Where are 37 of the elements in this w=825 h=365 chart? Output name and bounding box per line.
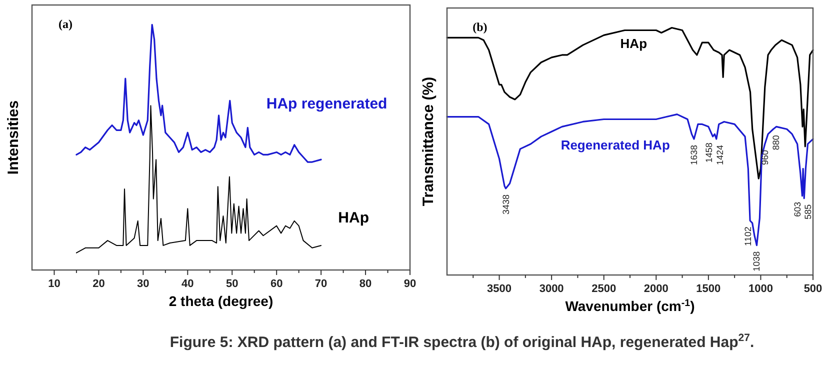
annotation: 603 [792,202,803,217]
annotation: (b) [472,20,488,34]
x-tick-label: 50 [226,278,238,290]
x-tick-label: 10 [48,278,60,290]
x-tick-label: 2000 [644,283,668,295]
annotation: (a) [58,17,72,31]
x-tick-label: 500 [804,283,822,295]
x-tick-label: 80 [359,278,372,290]
series-label: HAp [620,36,648,52]
x-tick-label: 40 [182,278,194,290]
x-tick-label: 3500 [487,283,512,295]
x-axis-title: Wavenumber (cm$^{-1}$) [565,298,695,314]
annotation: 1638 [689,145,699,166]
caption: Figure 5: XRD pattern (a) and FT-IR spectra (b) of original HAp, regenerated Hap$^{27}$. [170,332,754,351]
annotation: 1038 [751,251,762,272]
annotation: 1458 [704,142,714,163]
annotation: 1424 [715,145,726,166]
annotation: 585 [803,204,813,220]
x-tick-label: 1500 [696,283,721,295]
x-tick-label: 20 [92,278,105,290]
annotation: 880 [770,135,781,150]
x-tick-label: 1000 [748,283,773,295]
x-tick-label: 30 [137,278,150,290]
y-axis-title: Transmittance (%) [420,76,437,206]
x-axis-title: 2 theta (degree) [168,293,274,309]
series-label: HAp regenerated [266,95,388,112]
annotation: 3438 [500,194,511,215]
x-tick-label: 60 [270,278,283,290]
annotation: 960 [760,150,770,166]
x-tick-label: 2500 [592,283,616,295]
x-tick-label: 70 [314,278,328,290]
series-label: Regenerated HAp [560,138,670,153]
y-axis-title: Intensities [5,100,22,175]
x-tick-label: 3000 [539,283,564,295]
series-label: HAp [338,209,370,226]
annotation: 1102 [742,226,753,246]
x-tick-label: 90 [404,278,416,290]
